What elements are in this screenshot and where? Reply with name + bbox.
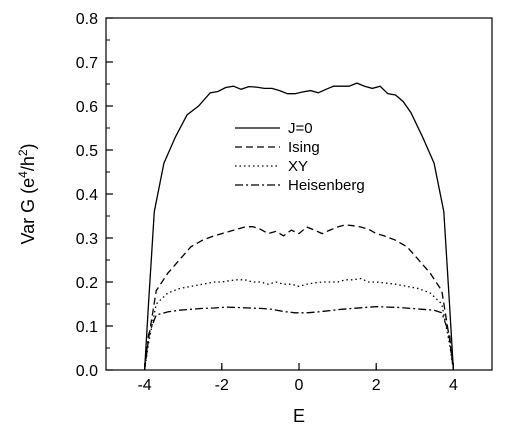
x-tick-label: 4 — [449, 377, 458, 394]
legend-label: XY — [288, 158, 308, 175]
y-tick-label: 0.5 — [76, 143, 98, 160]
y-tick-label: 0.7 — [76, 55, 98, 72]
series-line-j-0 — [143, 82, 455, 371]
ticks-layer: -4 -2 0 2 4 0.0 0.1 0.2 0.3 0.4 0.5 0.6 0.7 0.8 — [76, 11, 458, 394]
plot-frame — [105, 17, 493, 371]
y-tick-label: 0.8 — [76, 11, 98, 28]
legend: J=0 Ising XY Heisenberg — [235, 120, 365, 194]
y-tick-label: 0.4 — [76, 187, 98, 204]
x-tick-label: -2 — [215, 377, 229, 394]
y-tick-label: 0.6 — [76, 99, 98, 116]
x-tick-label: -4 — [137, 377, 151, 394]
series-line-xy — [143, 277, 455, 371]
y-tick-label: 0.3 — [76, 231, 98, 248]
x-tick-label: 2 — [372, 377, 381, 394]
legend-label: J=0 — [288, 120, 313, 137]
legend-label: Heisenberg — [288, 177, 365, 194]
series-line-heisenberg — [143, 305, 455, 371]
y-tick-label: 0.2 — [76, 275, 98, 292]
x-tick-label: 0 — [295, 377, 304, 394]
x-axis-title: E — [293, 406, 305, 426]
legend-label: Ising — [288, 139, 320, 156]
series-layer — [143, 82, 455, 371]
y-tick-label: 0.1 — [76, 319, 98, 336]
y-tick-label: 0.0 — [76, 363, 98, 380]
series-line-ising — [143, 224, 455, 371]
y-axis-title: Var G (e4/h2) — [16, 143, 38, 244]
